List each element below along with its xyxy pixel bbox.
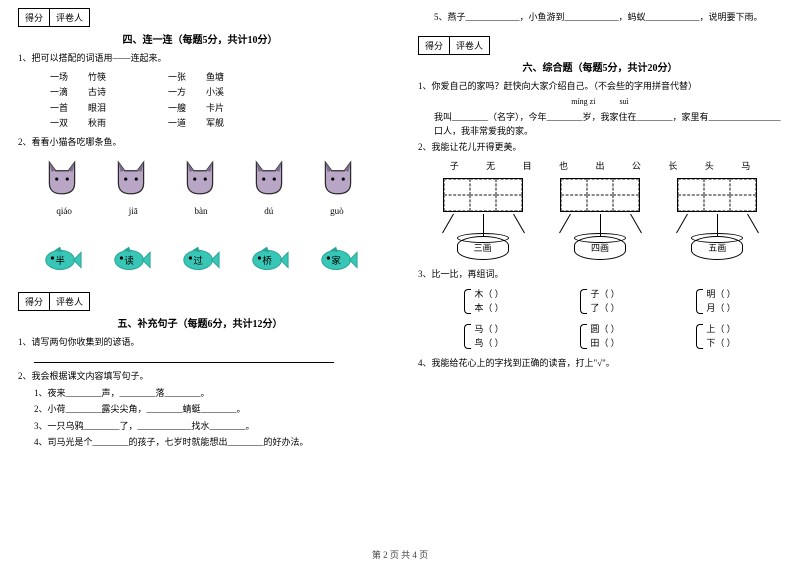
fish-icon: 过 — [179, 242, 221, 276]
svg-text:过: 过 — [193, 255, 203, 267]
grader-label: 评卷人 — [450, 36, 490, 55]
grader-label: 评卷人 — [50, 292, 90, 311]
tianzi-row — [418, 178, 782, 212]
svg-text:家: 家 — [331, 255, 341, 267]
top-line5: 5、燕子____________，小鱼游到____________，蚂蚁____… — [418, 11, 782, 25]
pinyin: dú — [264, 206, 273, 216]
pinyin-hint: míng zi suì — [418, 96, 782, 108]
sec5-q2: 2、我会根据课文内容填写句子。 — [18, 370, 382, 384]
section6-title: 六、综合题（每题5分，共计20分） — [418, 59, 782, 74]
fish-icon: 桥 — [248, 242, 290, 276]
grader-label: 评卷人 — [50, 8, 90, 27]
score-box-sec5: 得分 评卷人 — [18, 292, 382, 311]
fill-line: 2、小荷________露尖尖角，________蜻蜓________。 — [18, 403, 382, 417]
stroke-bin: 三画 — [457, 236, 509, 260]
sec6-q2: 2、我能让花儿开得更美。 — [418, 141, 782, 155]
svg-text:桥: 桥 — [262, 255, 272, 267]
left-column: 得分 评卷人 四、连一连（每题5分，共计10分） 1、把可以搭配的词语用——连起… — [0, 0, 400, 565]
sec6-q3: 3、比一比，再组词。 — [418, 268, 782, 282]
fish-row: 半 读 过 桥 家 — [18, 238, 382, 280]
tianzi-grid — [443, 178, 523, 212]
sec4-q2: 2、看看小猫各吃哪条鱼。 — [18, 136, 382, 150]
cat-icon — [41, 156, 83, 198]
fill-line: 3、一只乌鸦________了，____________找水________。 — [18, 420, 382, 434]
right-column: 5、燕子____________，小鱼游到____________，蚂蚁____… — [400, 0, 800, 565]
stroke-bin: 四画 — [574, 236, 626, 260]
char-row: 子无目 也出公 长头马 — [418, 159, 782, 172]
score-label: 得分 — [418, 36, 450, 55]
score-box-sec6: 得分 评卷人 — [418, 36, 782, 55]
section5-title: 五、补充句子（每题6分，共计12分） — [18, 315, 382, 330]
word-match-table: 一场竹筷一张鱼塘 一滴古诗一方小溪 一首眼泪一艘卡片 一双秋雨一道军舰 — [48, 69, 244, 133]
pair-col: 子（ ）了（ ） — [580, 287, 619, 316]
stroke-bin: 五画 — [691, 236, 743, 260]
pairs-row1: 木（ ）本（ ） 子（ ）了（ ） 明（ ）月（ ） — [418, 287, 782, 316]
pinyin: qiáo — [56, 206, 72, 216]
pinyin-row: qiáo jiā bàn dú guò — [18, 202, 382, 220]
page-footer: 第 2 页 共 4 页 — [0, 548, 800, 561]
section4-title: 四、连一连（每题5分，共计10分） — [18, 31, 382, 46]
sec6-q4: 4、我能给花心上的字找到正确的读音，打上"√"。 — [418, 357, 782, 371]
pair-col: 上（ ）下（ ） — [696, 322, 735, 351]
bin-row: 三画 四画 五画 — [418, 236, 782, 260]
pair-col: 明（ ）月（ ） — [696, 287, 735, 316]
pair-col: 圆（ ）田（ ） — [580, 322, 619, 351]
score-label: 得分 — [18, 292, 50, 311]
pair-col: 马（ ）鸟（ ） — [464, 322, 503, 351]
sec5-q1: 1、请写两句你收集到的谚语。 — [18, 336, 382, 350]
fill-line: 1、夜来________声，________落________。 — [18, 387, 382, 401]
fill-line: 4、司马光是个________的孩子，七岁时就能想出________的好办法。 — [18, 436, 382, 450]
fish-icon: 半 — [41, 242, 83, 276]
fish-icon: 家 — [317, 242, 359, 276]
fish-icon: 读 — [110, 242, 152, 276]
score-box-sec4: 得分 评卷人 — [18, 8, 382, 27]
pairs-row2: 马（ ）鸟（ ） 圆（ ）田（ ） 上（ ）下（ ） — [418, 322, 782, 351]
svg-text:读: 读 — [125, 255, 135, 267]
score-label: 得分 — [18, 8, 50, 27]
cat-icon — [110, 156, 152, 198]
cat-icon — [179, 156, 221, 198]
sec4-q1: 1、把可以搭配的词语用——连起来。 — [18, 52, 382, 66]
blank-line — [18, 353, 382, 368]
pinyin: bàn — [194, 206, 207, 216]
sec6-q1: 1、你爱自己的家吗？赶快向大家介绍自己。（不会些的字用拼音代替） — [418, 80, 782, 94]
cats-row — [18, 152, 382, 202]
pair-col: 木（ ）本（ ） — [464, 287, 503, 316]
pinyin: jiā — [129, 206, 138, 216]
tianzi-grid — [560, 178, 640, 212]
cat-icon — [317, 156, 359, 198]
sec6-q1-text: 我叫________（名字），今年________岁，我家住在________，… — [418, 111, 782, 138]
cat-icon — [248, 156, 290, 198]
svg-text:半: 半 — [56, 255, 66, 267]
pinyin: guò — [330, 206, 344, 216]
tianzi-grid — [677, 178, 757, 212]
